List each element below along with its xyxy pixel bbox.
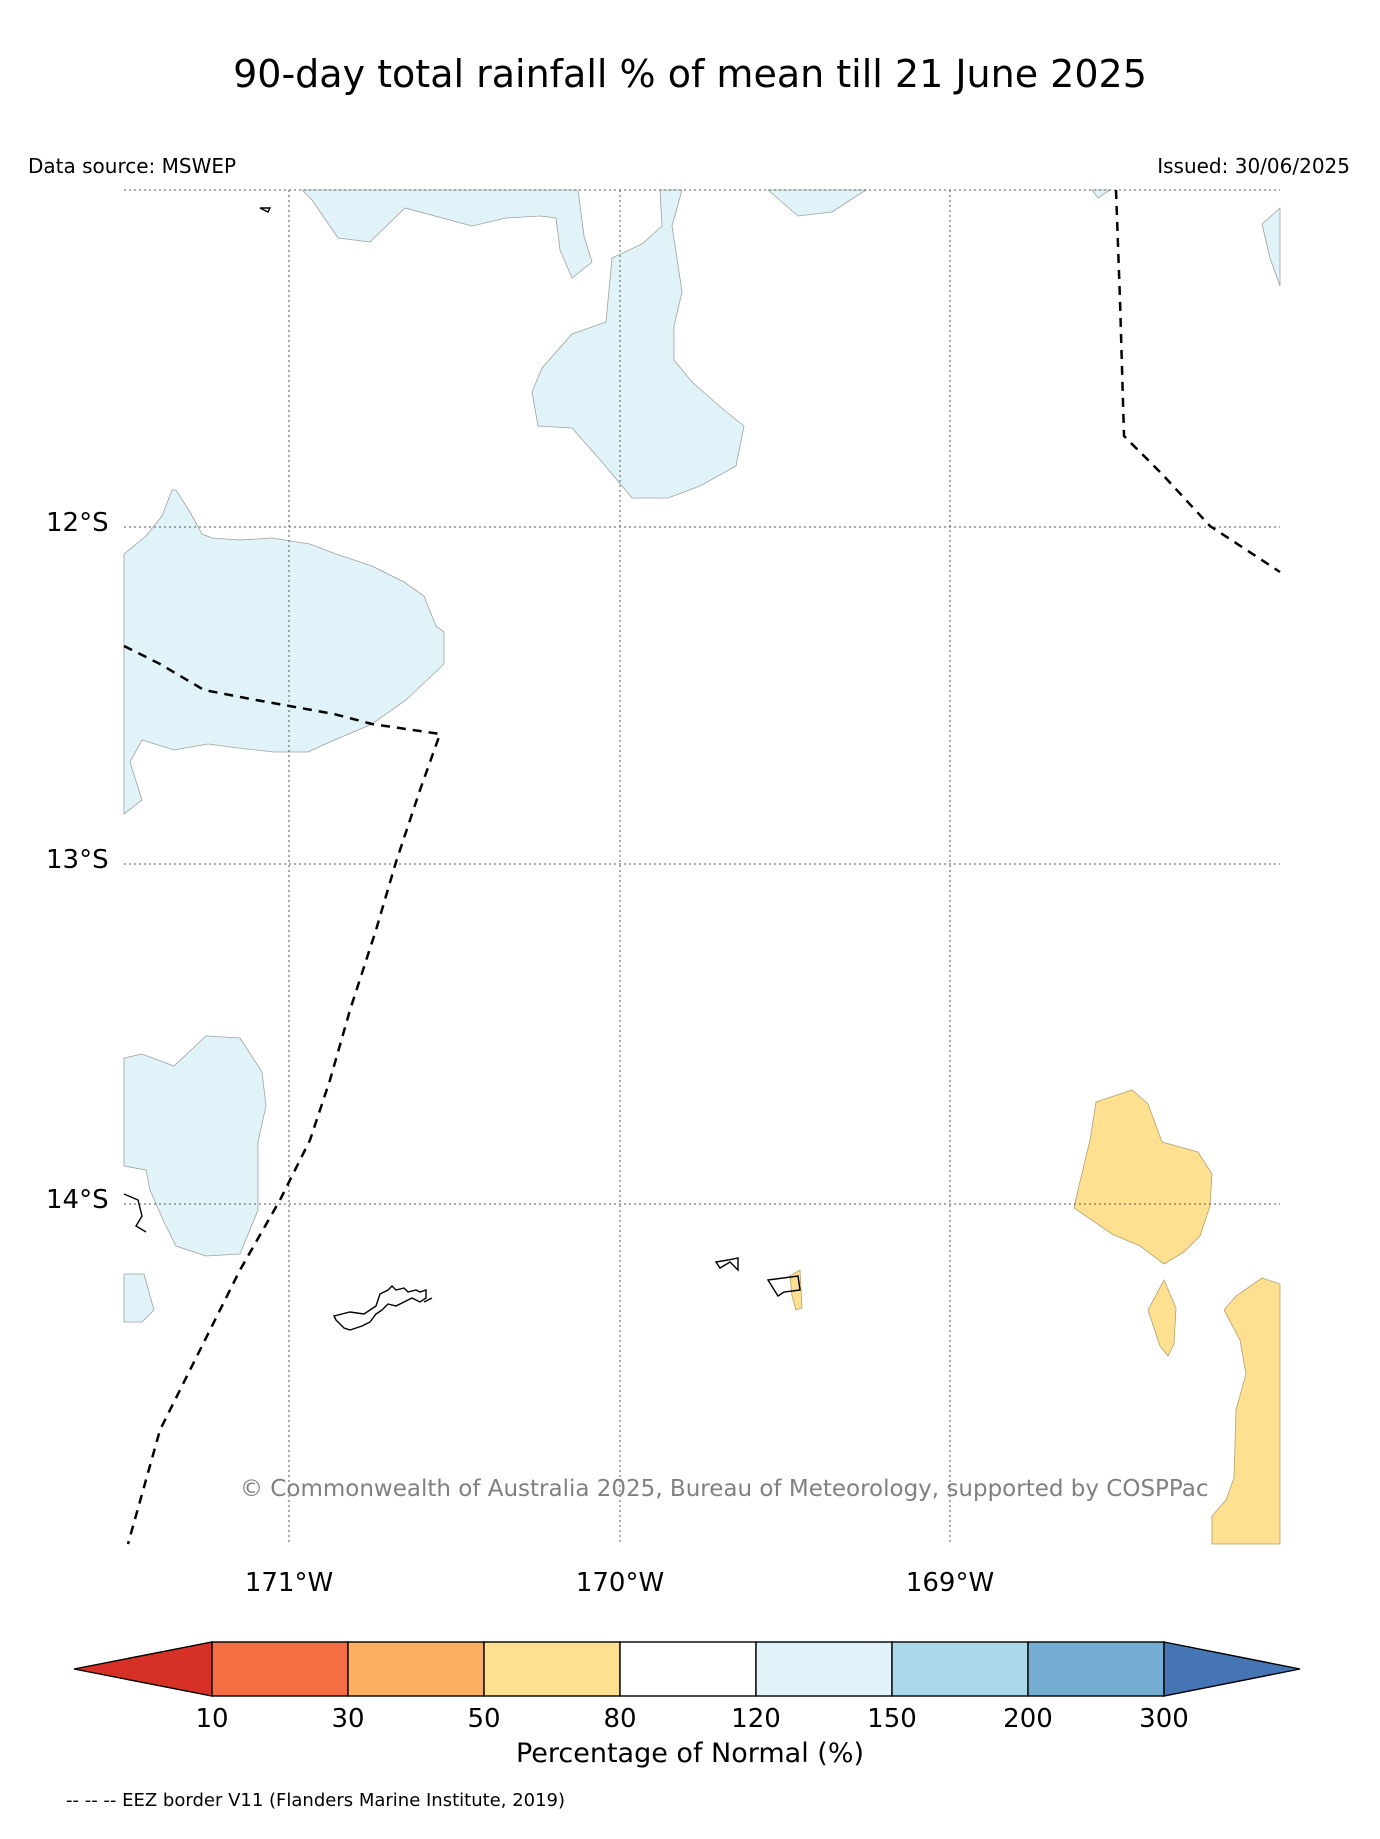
colorbar-tick: 120 <box>731 1704 781 1734</box>
colorbar-extend-high <box>1163 1641 1301 1697</box>
island-tutuila-outline <box>766 1275 801 1297</box>
region-120-150-ne-2 <box>1091 189 1112 199</box>
colorbar-tick: 10 <box>195 1704 229 1734</box>
colorbar-bin-30-50 <box>347 1641 485 1697</box>
lon-label-171w: 171°W <box>244 1568 334 1598</box>
colorbar-bin-200-300 <box>1027 1641 1165 1697</box>
region-120-150-center-north <box>531 189 745 499</box>
island-upolu-tail <box>423 1297 433 1303</box>
colorbar-tick: 200 <box>1003 1704 1053 1734</box>
colorbar <box>73 1641 1301 1697</box>
island-small-east-1 <box>714 1257 739 1272</box>
coastlines <box>123 207 801 1331</box>
lon-label-170w: 170°W <box>575 1568 665 1598</box>
lat-label-13s: 13°S <box>46 845 109 875</box>
region-120-150-southwest-small <box>123 1273 155 1323</box>
colorbar-bin-120-150 <box>755 1641 893 1697</box>
region-120-150-north <box>301 189 593 279</box>
colorbar-bin-80-120 <box>619 1641 757 1697</box>
rainfall-anomaly-regions <box>123 189 1281 1545</box>
region-120-150-west-large <box>123 489 445 815</box>
eez-border-east <box>1114 189 1281 574</box>
graticule <box>124 189 1280 1544</box>
colorbar-tick: 150 <box>867 1704 917 1734</box>
region-120-150-ne-1 <box>766 189 868 217</box>
lat-label-14s: 14°S <box>46 1185 109 1215</box>
colorbar-tick: 50 <box>467 1704 501 1734</box>
island-savaii <box>332 1285 427 1331</box>
copyright-notice: © Commonwealth of Australia 2025, Bureau… <box>240 1476 1209 1502</box>
island-west-edge <box>123 1193 147 1233</box>
island-tiny-north <box>259 207 272 213</box>
region-50-80-east-small <box>1147 1279 1177 1357</box>
colorbar-tick: 30 <box>331 1704 365 1734</box>
region-50-80-southeast <box>1211 1277 1281 1545</box>
colorbar-label: Percentage of Normal (%) <box>515 1738 865 1769</box>
region-120-150-east-edge <box>1261 207 1281 287</box>
eez-borders <box>123 189 1281 1545</box>
colorbar-tick: 80 <box>603 1704 637 1734</box>
colorbar-bin-10-30 <box>211 1641 349 1697</box>
region-120-150-southwest <box>123 1035 267 1257</box>
colorbar-bin-50-80 <box>483 1641 621 1697</box>
data-source-label: Data source: MSWEP <box>28 154 237 178</box>
eez-border-note: -- -- -- EEZ border V11 (Flanders Marine… <box>66 1790 566 1811</box>
colorbar-extend-low <box>73 1641 213 1697</box>
issued-date-label: Issued: 30/06/2025 <box>1157 154 1350 178</box>
colorbar-bin-150-200 <box>891 1641 1029 1697</box>
lon-label-169w: 169°W <box>905 1568 995 1598</box>
map-title: 90-day total rainfall % of mean till 21 … <box>233 52 1147 96</box>
eez-border-west <box>123 644 442 1545</box>
lat-label-12s: 12°S <box>46 508 109 538</box>
region-50-80-east-island <box>1073 1089 1213 1265</box>
colorbar-tick: 300 <box>1139 1704 1189 1734</box>
